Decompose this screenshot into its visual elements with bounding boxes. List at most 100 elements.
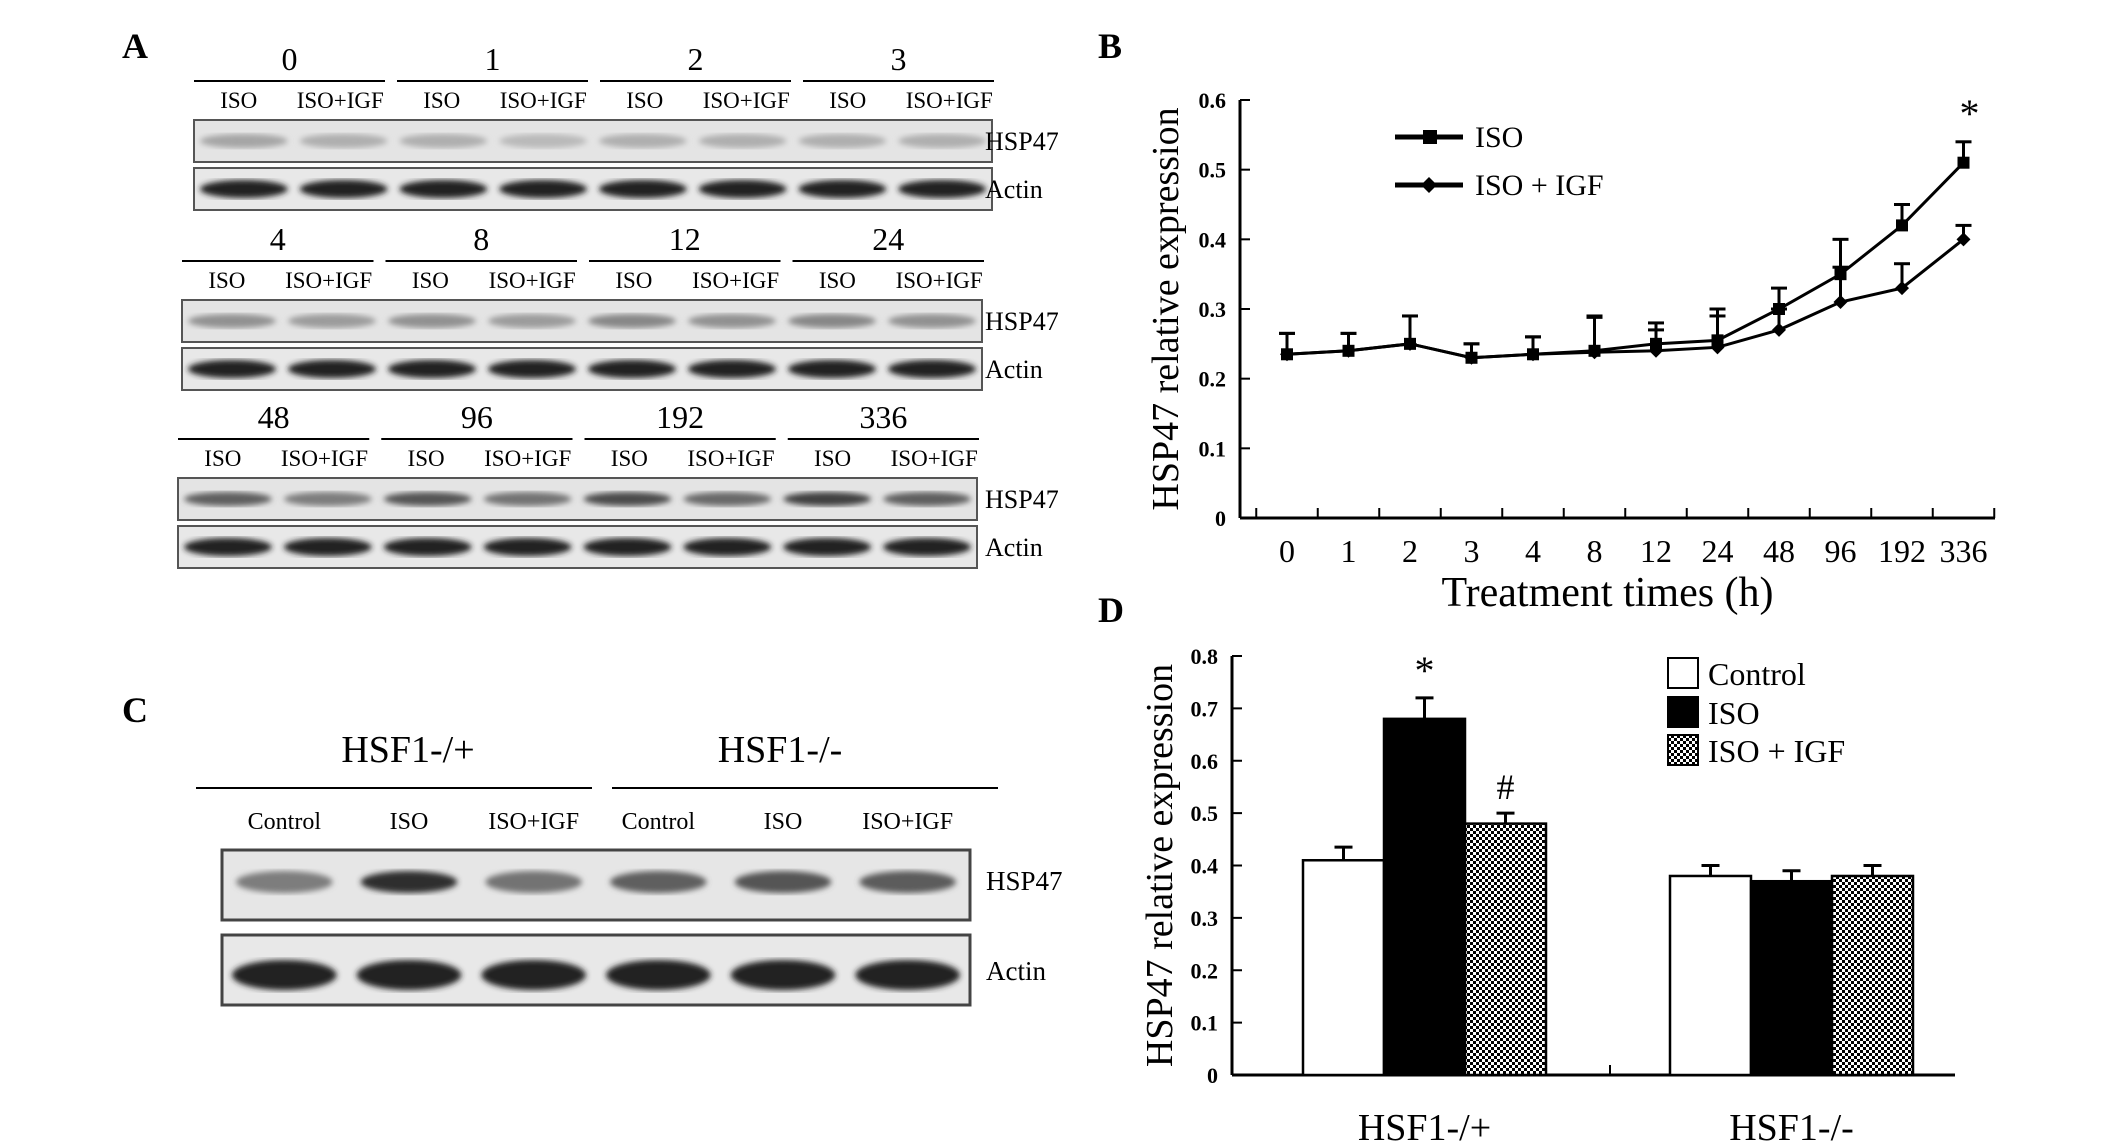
panel-label-d: D [1098,590,1124,630]
time-label: 24 [872,221,904,257]
actin-band [188,360,276,378]
y-tick-label: 0.3 [1199,297,1227,322]
series-line [1286,238,1965,360]
hsp47-band [898,134,986,148]
hsp47-band [283,492,372,506]
data-point [1341,343,1356,358]
time-label: 4 [270,221,286,257]
hsp47-band [688,314,776,328]
actin-band [883,538,971,556]
hsp47-band [883,492,971,506]
panel-label-b: B [1098,26,1122,66]
lane-label: ISO [204,446,241,471]
time-label: 3 [891,41,907,77]
lane-label: ISO+IGF [489,268,576,293]
panel-c-western-blot: HSF1-/+ HSF1-/- HSP47 Actin Control ISO IS… [196,729,1063,1007]
actin-band [683,538,772,556]
data-point [1464,350,1479,365]
hsp47-band [788,314,876,328]
x-tick-label: 3 [1464,533,1480,569]
lane-label: ISO+IGF [692,268,779,293]
bar [1301,859,1386,1077]
lane-label: ISO [615,268,652,293]
panel-label-c: C [122,690,148,730]
lane-label: ISO+IGF [281,446,368,471]
y-tick-label: 0.6 [1191,749,1219,774]
x-tick-label: 0 [1279,533,1295,569]
hsp47-band [483,492,572,506]
panel-label-a: A [122,26,148,66]
x-tick-label: 24 [1702,533,1734,569]
time-label: 192 [656,399,704,435]
series-line [1286,161,1965,360]
panel-b-line-chart: 00.10.20.30.40.50.60 1 2 3 4 8 12 24 48 96 192 336T… [1145,88,1996,616]
blot-hsp47-c [220,848,972,922]
data-point [1895,281,1909,296]
hsp47-band [288,314,376,328]
data-point [1772,322,1786,337]
lane-label: ISO+IGF [687,446,774,471]
lane-label: ISO [814,446,851,471]
legend-swatch [1667,734,1699,766]
data-point [1833,295,1848,310]
data-point [1649,343,1663,358]
lane-label-c: ISO [390,809,429,835]
lane-label: ISO+IGF [703,88,790,113]
hsp47-band [399,134,488,148]
actin-band [588,360,676,378]
y-tick-label: 0.5 [1191,801,1219,826]
band-label-actin: Actin [985,355,1043,384]
band-label-actin: Actin [985,533,1043,562]
x-tick-label: 1 [1341,533,1357,569]
significance-marker: * [1415,648,1435,693]
data-point [1526,347,1540,362]
x-tick-label: 8 [1587,533,1603,569]
actin-band [599,180,687,198]
actin-band [283,538,372,556]
group-label-hsf1-het: HSF1-/+ [341,729,474,771]
actin-band [888,360,976,378]
significance-marker: * [1960,91,1980,136]
y-tick-label: 0.4 [1199,227,1227,252]
actin-band [184,538,272,556]
hsp47-band [388,314,476,328]
hsp47-band-c [236,871,333,893]
hsp47-band [783,492,872,506]
legend-swatch [1667,696,1699,728]
band-label-actin-c: Actin [986,956,1046,986]
data-point [1587,345,1602,360]
lane-label: ISO [626,88,663,113]
hsp47-band [888,314,976,328]
lane-label-c: ISO+IGF [488,809,579,835]
actin-band-c [356,960,462,990]
y-tick-label: 0.1 [1191,1011,1219,1036]
x-tick-label: 336 [1940,533,1988,569]
actin-band [698,180,787,198]
y-tick-label: 0 [1215,506,1226,531]
x-tick-label: 48 [1763,533,1795,569]
time-label: 12 [669,221,701,257]
actin-band [200,180,288,198]
hsp47-band-c [734,871,832,893]
hsp47-band [383,492,472,506]
x-tick-label: 192 [1878,533,1926,569]
x-category-label: HSF1-/- [1729,1107,1854,1147]
y-tick-label: 0.7 [1191,696,1219,721]
data-point [1280,347,1294,362]
hsp47-band-c [859,871,957,893]
hsp47-band-c [485,871,582,893]
actin-band-c [232,960,337,990]
x-category-label: HSF1-/+ [1358,1107,1491,1147]
bar [1830,874,1915,1077]
bar [1382,717,1467,1077]
actin-band [399,180,488,198]
hsp47-band-c [360,871,458,893]
lane-label: ISO [208,268,245,293]
legend-swatch [1667,657,1699,689]
x-tick-label: 96 [1825,533,1857,569]
x-axis-title: Treatment times (h) [1441,570,1773,616]
legend-label: ISO [1708,695,1760,731]
actin-band-c [606,960,711,990]
data-point [1403,336,1417,351]
